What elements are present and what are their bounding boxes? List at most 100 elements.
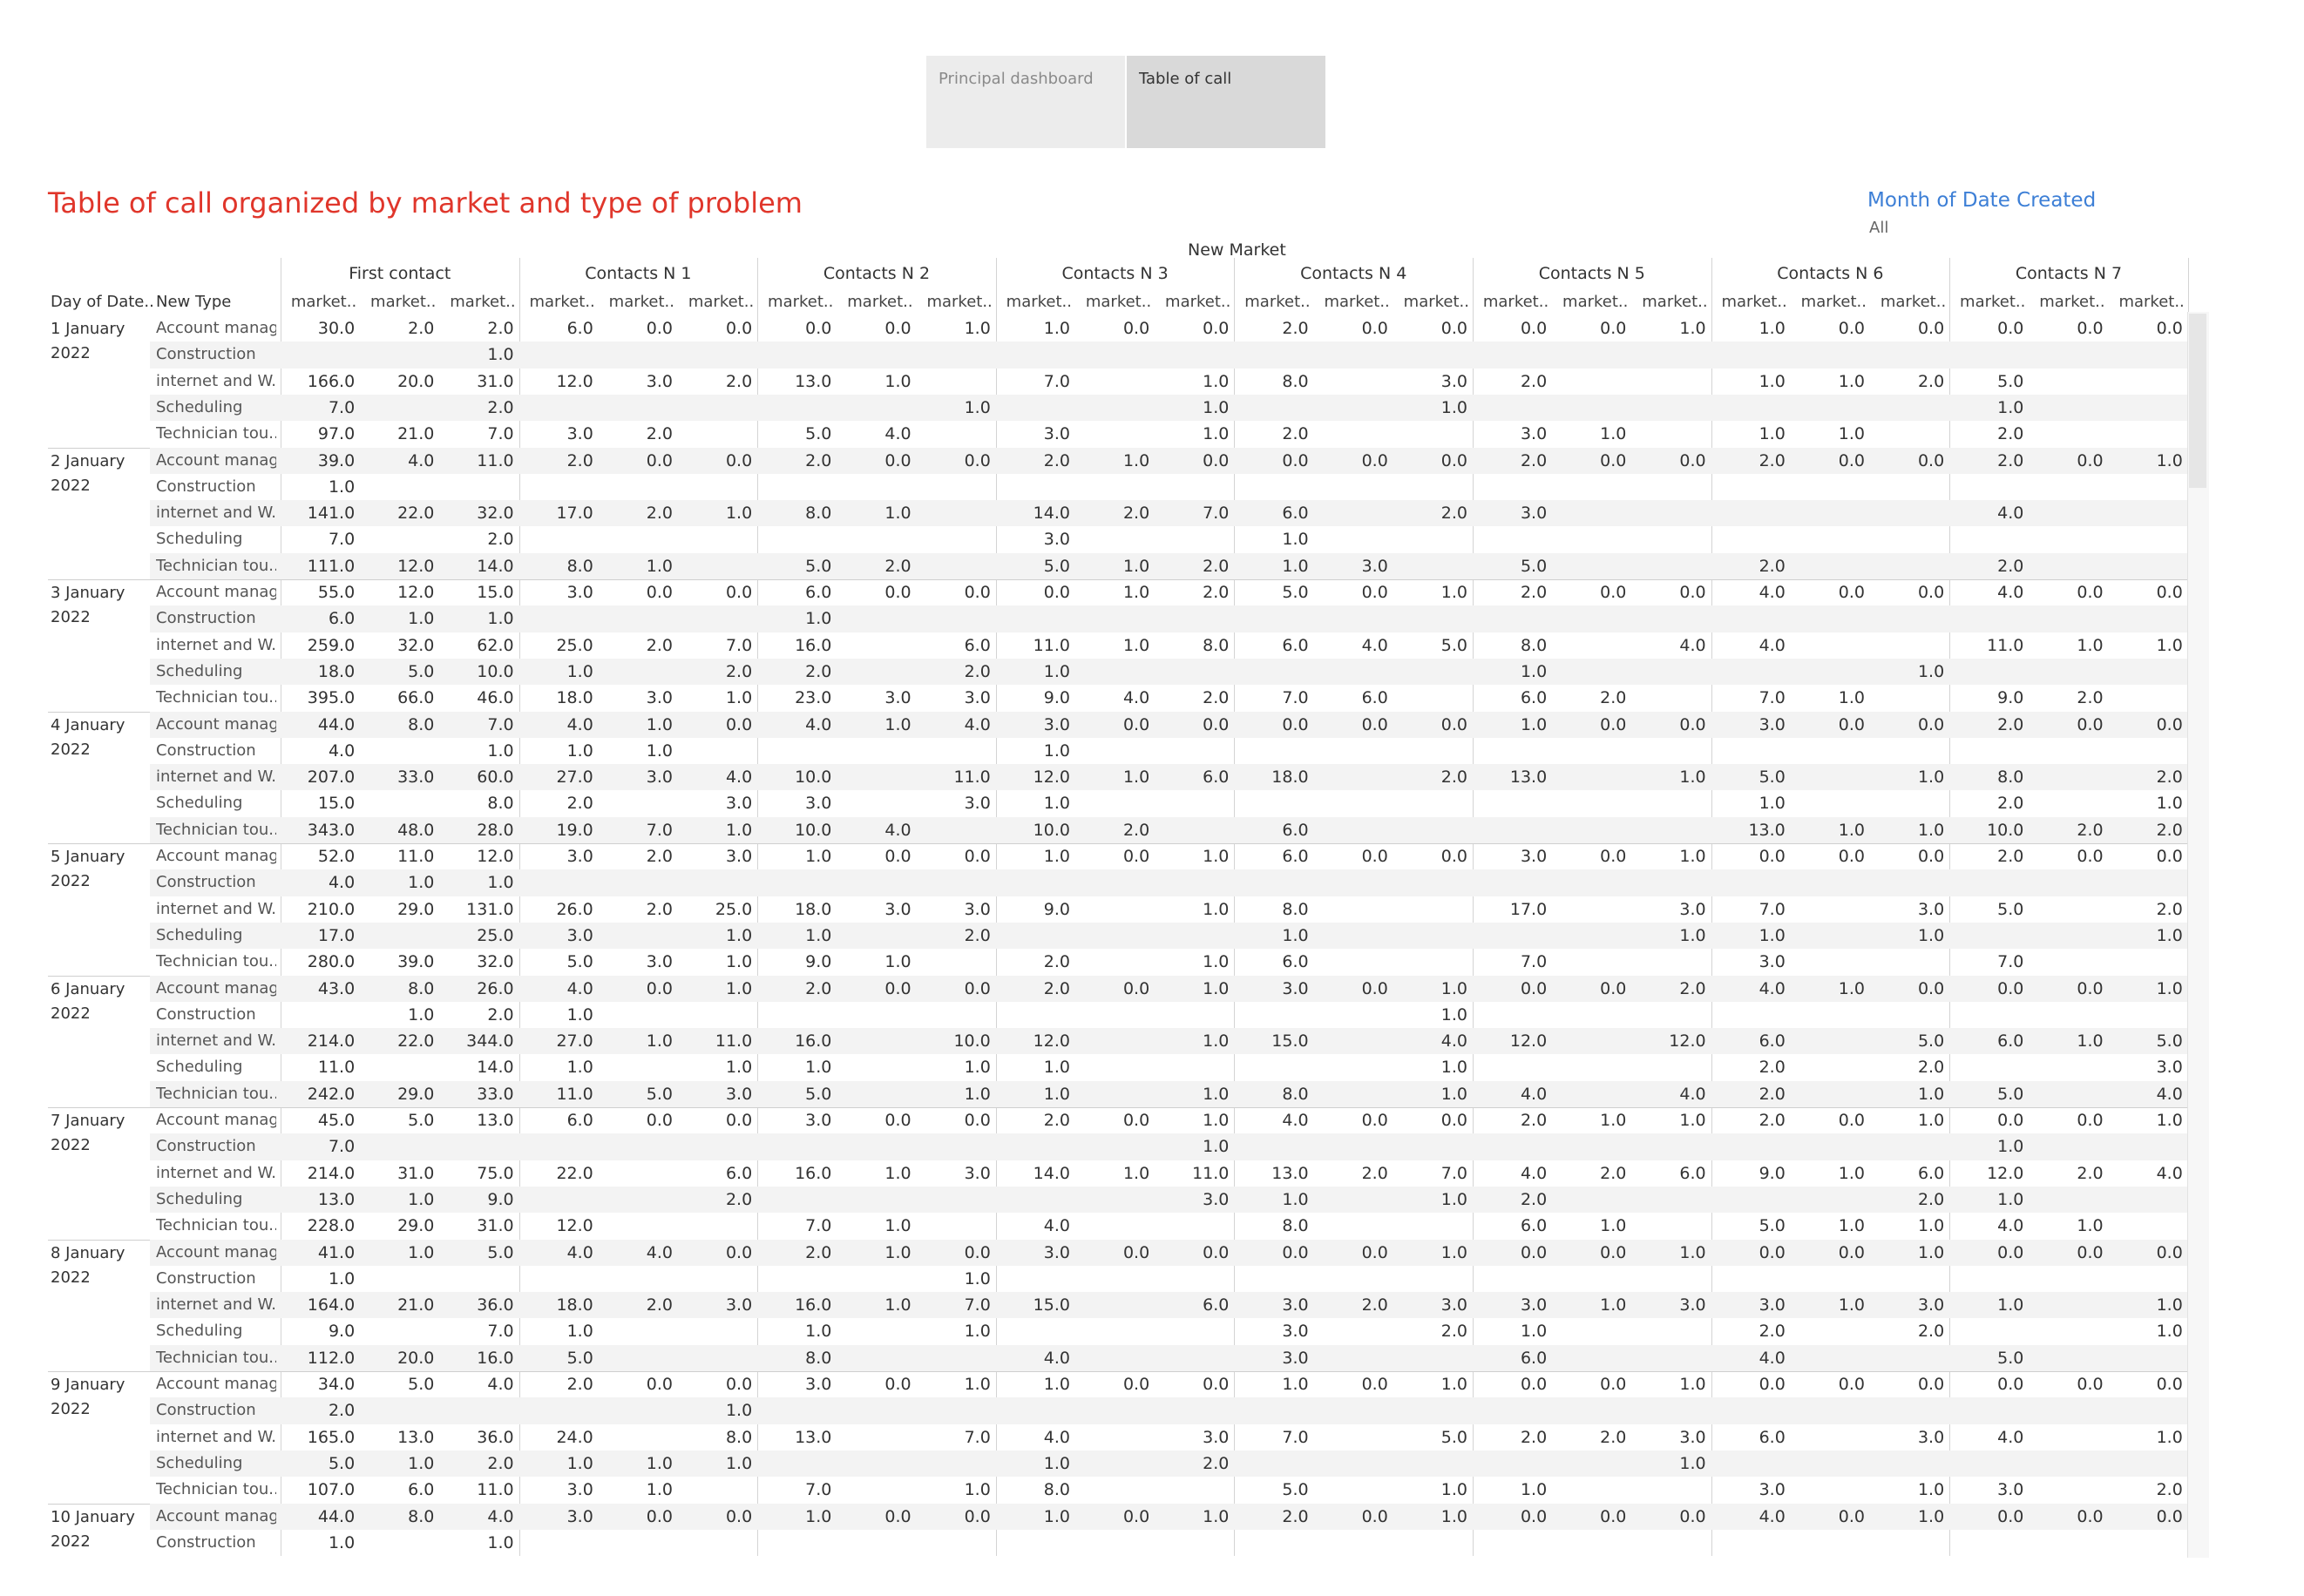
value-cell[interactable]: 0.0 — [1203, 714, 1230, 734]
value-cell[interactable]: 4.0 — [1758, 1348, 1786, 1368]
value-cell[interactable]: 12.0 — [1509, 1031, 1548, 1052]
value-cell[interactable]: 31.0 — [477, 371, 514, 391]
value-cell[interactable]: 1.0 — [805, 1506, 832, 1526]
value-cell[interactable]: 1.0 — [646, 1031, 673, 1052]
value-cell[interactable] — [1473, 817, 1552, 843]
value-cell[interactable]: 5.0 — [1758, 1216, 1786, 1236]
value-cell[interactable] — [917, 949, 996, 975]
value-cell[interactable]: 4.0 — [1758, 978, 1786, 998]
value-cell[interactable]: 0.0 — [964, 1111, 991, 1130]
value-cell[interactable]: 1.0 — [1997, 1295, 2024, 1315]
value-cell[interactable] — [757, 474, 837, 500]
value-cell[interactable] — [599, 395, 678, 421]
value-cell[interactable]: 1.0 — [1122, 556, 1150, 576]
value-cell[interactable] — [2029, 500, 2108, 526]
value-cell[interactable]: 0.0 — [1440, 714, 1467, 734]
value-cell[interactable] — [837, 1451, 916, 1477]
value-cell[interactable]: 1.0 — [566, 1004, 593, 1025]
value-cell[interactable]: 1.0 — [408, 1242, 435, 1262]
value-cell[interactable] — [837, 1424, 916, 1451]
value-cell[interactable]: 1.0 — [1600, 1295, 1627, 1315]
value-cell[interactable]: 6.0 — [1282, 847, 1309, 866]
value-cell[interactable]: 46.0 — [477, 688, 514, 708]
value-cell[interactable]: 33.0 — [477, 1084, 514, 1104]
value-cell[interactable] — [599, 605, 678, 632]
value-cell[interactable] — [1552, 738, 1631, 764]
value-cell[interactable] — [1631, 738, 1711, 764]
value-cell[interactable] — [1075, 738, 1155, 764]
value-cell[interactable] — [1393, 1213, 1473, 1239]
value-cell[interactable] — [1791, 1081, 1870, 1107]
value-cell[interactable]: 5.0 — [566, 1348, 593, 1368]
value-cell[interactable]: 52.0 — [317, 847, 356, 866]
value-cell[interactable]: 1.0 — [2156, 925, 2183, 945]
value-cell[interactable]: 14.0 — [1033, 1163, 1070, 1183]
value-cell[interactable]: 1.0 — [1043, 661, 1070, 681]
value-cell[interactable]: 2.0 — [1917, 371, 1945, 391]
value-cell[interactable]: 55.0 — [317, 583, 356, 602]
value-cell[interactable] — [1631, 395, 1711, 421]
value-cell[interactable] — [1314, 1424, 1393, 1451]
value-cell[interactable] — [360, 395, 439, 421]
value-cell[interactable] — [439, 1133, 518, 1160]
value-cell[interactable]: 1.0 — [805, 847, 832, 866]
value-cell[interactable] — [996, 1318, 1075, 1344]
value-cell[interactable]: 1.0 — [1043, 1058, 1070, 1078]
value-cell[interactable] — [1393, 1345, 1473, 1371]
value-cell[interactable]: 1.0 — [487, 609, 514, 629]
value-cell[interactable]: 3.0 — [646, 371, 673, 391]
value-cell[interactable]: 0.0 — [1997, 1506, 2024, 1526]
value-cell[interactable] — [837, 1028, 916, 1054]
value-cell[interactable] — [599, 1160, 678, 1187]
value-cell[interactable] — [1552, 1133, 1631, 1160]
value-cell[interactable] — [1314, 1002, 1393, 1028]
value-cell[interactable] — [1314, 395, 1393, 421]
value-cell[interactable]: 0.0 — [1600, 1375, 1627, 1394]
value-cell[interactable] — [917, 1002, 996, 1028]
value-cell[interactable] — [1552, 605, 1631, 632]
value-cell[interactable]: 1.0 — [1043, 1084, 1070, 1104]
value-cell[interactable]: 1.0 — [1122, 1163, 1150, 1183]
value-cell[interactable] — [2029, 923, 2108, 949]
value-cell[interactable]: 1.0 — [2156, 1322, 2183, 1342]
value-cell[interactable]: 1.0 — [805, 609, 832, 629]
value-cell[interactable] — [1234, 1397, 1313, 1424]
value-cell[interactable]: 3.0 — [1758, 1295, 1786, 1315]
value-cell[interactable]: 3.0 — [1679, 1295, 1706, 1315]
value-cell[interactable]: 21.0 — [397, 1295, 435, 1315]
value-cell[interactable] — [837, 1397, 916, 1424]
value-cell[interactable]: 6.0 — [964, 635, 991, 655]
value-cell[interactable]: 22.0 — [397, 1031, 435, 1052]
value-cell[interactable]: 1.0 — [1440, 583, 1467, 602]
value-cell[interactable]: 11.0 — [317, 1058, 356, 1078]
value-cell[interactable] — [1473, 1266, 1552, 1292]
value-cell[interactable] — [1314, 526, 1393, 552]
value-cell[interactable] — [1631, 1318, 1711, 1344]
value-cell[interactable] — [837, 342, 916, 368]
value-cell[interactable] — [1234, 869, 1313, 896]
value-cell[interactable]: 1.0 — [1282, 556, 1309, 576]
value-cell[interactable]: 1.0 — [1838, 820, 1865, 840]
value-cell[interactable] — [678, 421, 757, 447]
value-cell[interactable] — [678, 738, 757, 764]
value-cell[interactable]: 1.0 — [2156, 978, 2183, 998]
value-cell[interactable]: 1.0 — [2077, 1031, 2104, 1052]
value-cell[interactable]: 18.0 — [1271, 768, 1309, 788]
value-cell[interactable]: 2.0 — [805, 661, 832, 681]
value-cell[interactable]: 0.0 — [1917, 583, 1945, 602]
value-cell[interactable]: 1.0 — [1282, 1375, 1309, 1394]
value-cell[interactable] — [1870, 949, 1949, 975]
value-cell[interactable] — [1314, 1081, 1393, 1107]
value-cell[interactable]: 0.0 — [1917, 450, 1945, 470]
value-cell[interactable] — [1552, 369, 1631, 395]
value-cell[interactable] — [2029, 369, 2108, 395]
value-cell[interactable]: 1.0 — [1917, 768, 1945, 788]
value-cell[interactable]: 1.0 — [1758, 925, 1786, 945]
value-cell[interactable]: 1.0 — [725, 504, 753, 524]
value-cell[interactable]: 27.0 — [556, 768, 593, 788]
value-cell[interactable]: 18.0 — [556, 688, 593, 708]
value-cell[interactable]: 0.0 — [725, 583, 753, 602]
value-cell[interactable]: 0.0 — [1122, 1506, 1150, 1526]
value-cell[interactable]: 1.0 — [1917, 820, 1945, 840]
value-cell[interactable]: 7.0 — [1282, 1427, 1309, 1447]
